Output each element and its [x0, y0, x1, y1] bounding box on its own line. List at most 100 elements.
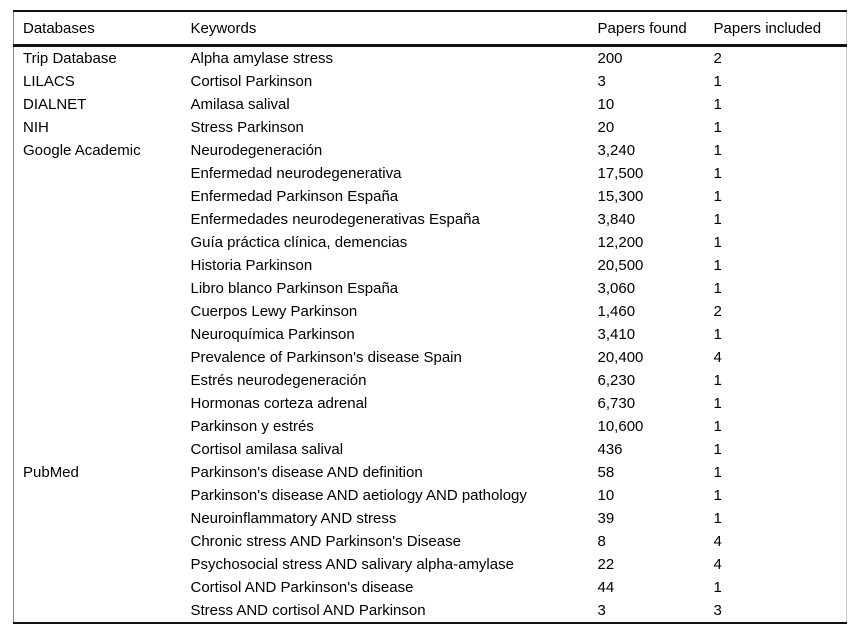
papers-found-cell: 6,730 [597, 395, 636, 412]
database-cell: NIH [23, 119, 49, 136]
keyword-cell: Chronic stress AND Parkinson's Disease [190, 533, 461, 550]
papers-included-cell: 1 [713, 326, 722, 343]
papers-included-cell: 1 [713, 441, 722, 458]
table-body: Trip Database Alpha amylase stress 200 2 LIL… [14, 46, 847, 624]
papers-included-cell: 1 [713, 165, 722, 182]
papers-found-cell: 17,500 [597, 165, 644, 182]
papers-found-cell: 3,240 [597, 142, 636, 159]
papers-included-cell: 1 [713, 464, 722, 481]
papers-included-cell: 1 [713, 280, 722, 297]
papers-included-cell: 4 [713, 349, 722, 366]
table-row: Enfermedad neurodegenerativa 17,500 1 [14, 162, 847, 185]
papers-found-cell: 3,410 [597, 326, 636, 343]
papers-found-cell: 3 [597, 73, 606, 90]
table-row: Enfermedad Parkinson España 15,300 1 [14, 185, 847, 208]
papers-included-cell: 1 [713, 395, 722, 412]
header-databases: Databases [13, 11, 182, 47]
papers-found-cell: 44 [597, 579, 615, 596]
keyword-cell: Hormonas corteza adrenal [190, 395, 368, 412]
search-strategy-table: Databases Keywords Papers found Papers i… [13, 10, 847, 624]
table-row: NIH Stress Parkinson 20 1 [14, 116, 847, 139]
keyword-cell: Stress Parkinson [190, 119, 304, 136]
papers-included-cell: 1 [713, 418, 722, 435]
papers-included-cell: 1 [713, 579, 722, 596]
table-row: Chronic stress AND Parkinson's Disease 8 4 [14, 530, 847, 553]
papers-found-cell: 22 [597, 556, 615, 573]
keyword-cell: Prevalence of Parkinson's disease Spain [190, 349, 462, 366]
papers-included-cell: 1 [713, 487, 722, 504]
database-cell: Google Academic [23, 142, 141, 159]
database-cell [14, 323, 182, 346]
database-cell [14, 599, 182, 623]
database-cell [14, 162, 182, 185]
papers-included-cell: 4 [713, 533, 722, 550]
table-row: Prevalence of Parkinson's disease Spain 2… [14, 346, 847, 369]
keyword-cell: Enfermedad Parkinson España [190, 188, 399, 205]
database-cell: DIALNET [23, 96, 87, 113]
keyword-cell: Cuerpos Lewy Parkinson [190, 303, 358, 320]
papers-found-cell: 6,230 [597, 372, 636, 389]
keyword-cell: Guía práctica clínica, demencias [190, 234, 408, 251]
papers-found-cell: 1,460 [597, 303, 636, 320]
papers-included-cell: 2 [713, 50, 722, 67]
keyword-cell: Parkinson's disease AND definition [190, 464, 423, 481]
papers-found-cell: 10 [597, 96, 615, 113]
database-cell [14, 208, 182, 231]
table-row: Enfermedades neurodegenerativas España 3,… [14, 208, 847, 231]
papers-found-cell: 20,400 [597, 349, 644, 366]
papers-found-cell: 58 [597, 464, 615, 481]
header-papers-found: Papers found [588, 11, 705, 47]
papers-found-cell: 12,200 [597, 234, 644, 251]
database-cell: LILACS [23, 73, 75, 90]
table-row: Stress AND cortisol AND Parkinson 3 3 [14, 599, 847, 623]
database-cell [14, 484, 182, 507]
keyword-cell: Neuroquímica Parkinson [190, 326, 355, 343]
table-row: Google Academic Neurodegeneración 3,240 1 [14, 139, 847, 162]
database-cell [14, 277, 182, 300]
header-row: Databases Keywords Papers found Papers i… [13, 11, 847, 47]
database-cell [14, 553, 182, 576]
papers-included-cell: 1 [713, 142, 722, 159]
table-header: Databases Keywords Papers found Papers i… [13, 11, 847, 47]
database-cell [14, 231, 182, 254]
database-cell [14, 507, 182, 530]
keyword-cell: Cortisol Parkinson [190, 73, 313, 90]
table-row: Historia Parkinson 20,500 1 [14, 254, 847, 277]
papers-included-cell: 4 [713, 556, 722, 573]
keyword-cell: Neuroinflammatory AND stress [190, 510, 397, 527]
keyword-cell: Parkinson y estrés [190, 418, 314, 435]
database-cell: PubMed [23, 464, 79, 481]
database-cell [14, 438, 182, 461]
keyword-cell: Psychosocial stress AND salivary alpha-a… [190, 556, 514, 573]
papers-found-cell: 3,060 [597, 280, 636, 297]
papers-found-cell: 200 [597, 50, 623, 67]
table-row: LILACS Cortisol Parkinson 3 1 [14, 70, 847, 93]
table-row: Libro blanco Parkinson España 3,060 1 [14, 277, 847, 300]
table-row: PubMed Parkinson's disease AND definition… [14, 461, 847, 484]
keyword-cell: Cortisol AND Parkinson's disease [190, 579, 414, 596]
papers-found-cell: 436 [597, 441, 623, 458]
keyword-cell: Neurodegeneración [190, 142, 323, 159]
database-cell [14, 185, 182, 208]
table-row: Neuroinflammatory AND stress 39 1 [14, 507, 847, 530]
header-keywords: Keywords [181, 11, 589, 47]
papers-included-cell: 1 [713, 188, 722, 205]
table-row: Neuroquímica Parkinson 3,410 1 [14, 323, 847, 346]
database-cell [14, 300, 182, 323]
database-cell [14, 346, 182, 369]
papers-included-cell: 1 [713, 73, 722, 90]
table-row: Guía práctica clínica, demencias 12,200 1 [14, 231, 847, 254]
papers-included-cell: 1 [713, 96, 722, 113]
papers-found-cell: 15,300 [597, 188, 644, 205]
database-cell [14, 530, 182, 553]
keyword-cell: Parkinson's disease AND aetiology AND pa… [190, 487, 527, 504]
database-cell [14, 254, 182, 277]
table-row: Hormonas corteza adrenal 6,730 1 [14, 392, 847, 415]
papers-found-cell: 3 [597, 602, 606, 619]
papers-found-cell: 3,840 [597, 211, 636, 228]
database-cell: Trip Database [23, 50, 117, 67]
papers-included-cell: 3 [713, 602, 722, 619]
database-cell [14, 415, 182, 438]
papers-found-cell: 10 [597, 487, 615, 504]
